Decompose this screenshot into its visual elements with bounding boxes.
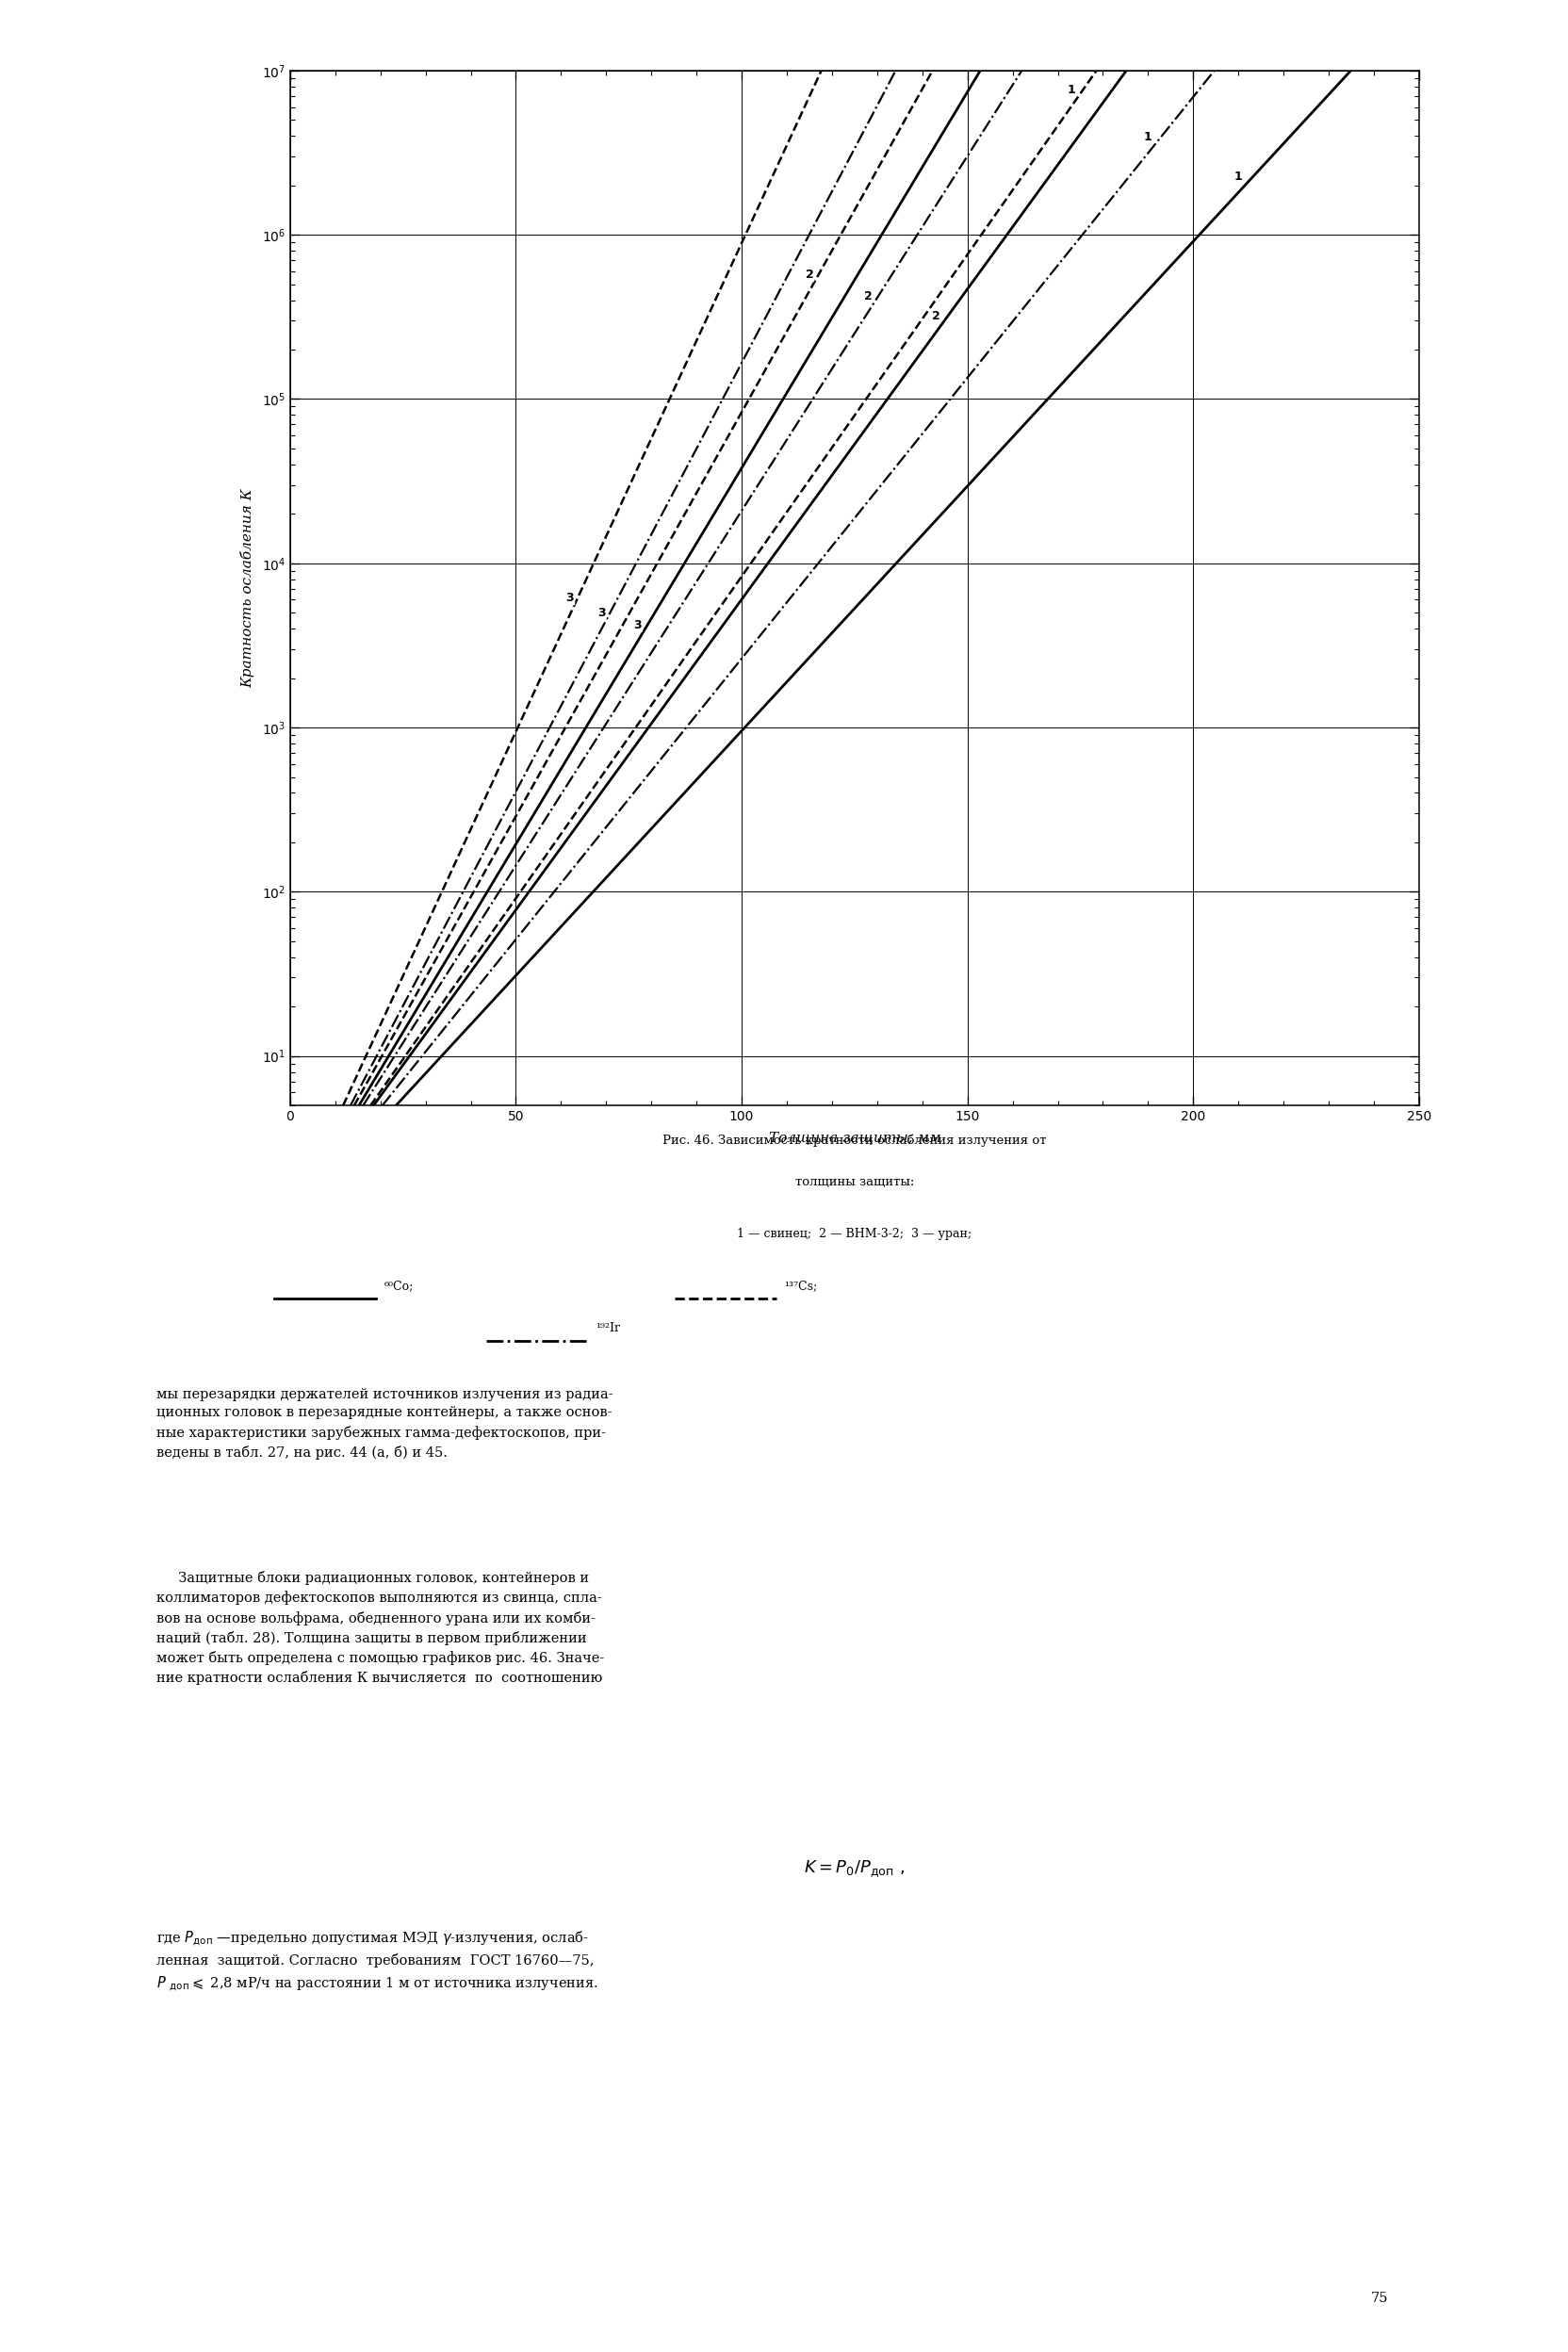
Text: 2: 2 — [806, 268, 814, 280]
Text: 2: 2 — [931, 310, 939, 322]
Text: 3: 3 — [633, 619, 641, 630]
Text: 3: 3 — [597, 607, 605, 619]
Text: 1: 1 — [1068, 85, 1076, 96]
Text: 3: 3 — [566, 593, 574, 604]
Text: ¹⁹²Ir: ¹⁹²Ir — [596, 1322, 621, 1334]
Text: 1 — свинец;  2 — ВНМ-3-2;  3 — уран;: 1 — свинец; 2 — ВНМ-3-2; 3 — уран; — [737, 1228, 972, 1240]
Text: 75: 75 — [1370, 2291, 1389, 2305]
Text: 1: 1 — [1234, 169, 1242, 183]
Text: мы перезарядки держателей источников излучения из радиа-
ционных головок в перез: мы перезарядки держателей источников изл… — [157, 1388, 613, 1461]
Text: Рис. 46. Зависимость кратности ослабления излучения от: Рис. 46. Зависимость кратности ослаблени… — [663, 1134, 1046, 1145]
Y-axis label: Кратность ослабления К: Кратность ослабления К — [241, 489, 256, 687]
Text: ⁶⁰Co;: ⁶⁰Co; — [384, 1279, 414, 1291]
Text: 1: 1 — [1145, 132, 1152, 143]
X-axis label: Толщина защиты, мм: Толщина защиты, мм — [768, 1131, 941, 1145]
Text: Защитные блоки радиационных головок, контейнеров и
коллиматоров дефектоскопов вы: Защитные блоки радиационных головок, кон… — [157, 1571, 605, 1684]
Text: где $P_{\text{доп}}$ —предельно допустимая МЭД $\gamma$-излучения, ослаб-
ленная: где $P_{\text{доп}}$ —предельно допустим… — [157, 1929, 599, 1992]
Text: 2: 2 — [864, 289, 872, 301]
Text: $K = P_0/P_{\text{доп}}\ ,$: $K = P_0/P_{\text{доп}}\ ,$ — [804, 1858, 905, 1879]
Text: толщины защиты:: толщины защиты: — [795, 1176, 914, 1188]
Text: ¹³⁷Cs;: ¹³⁷Cs; — [784, 1279, 817, 1291]
